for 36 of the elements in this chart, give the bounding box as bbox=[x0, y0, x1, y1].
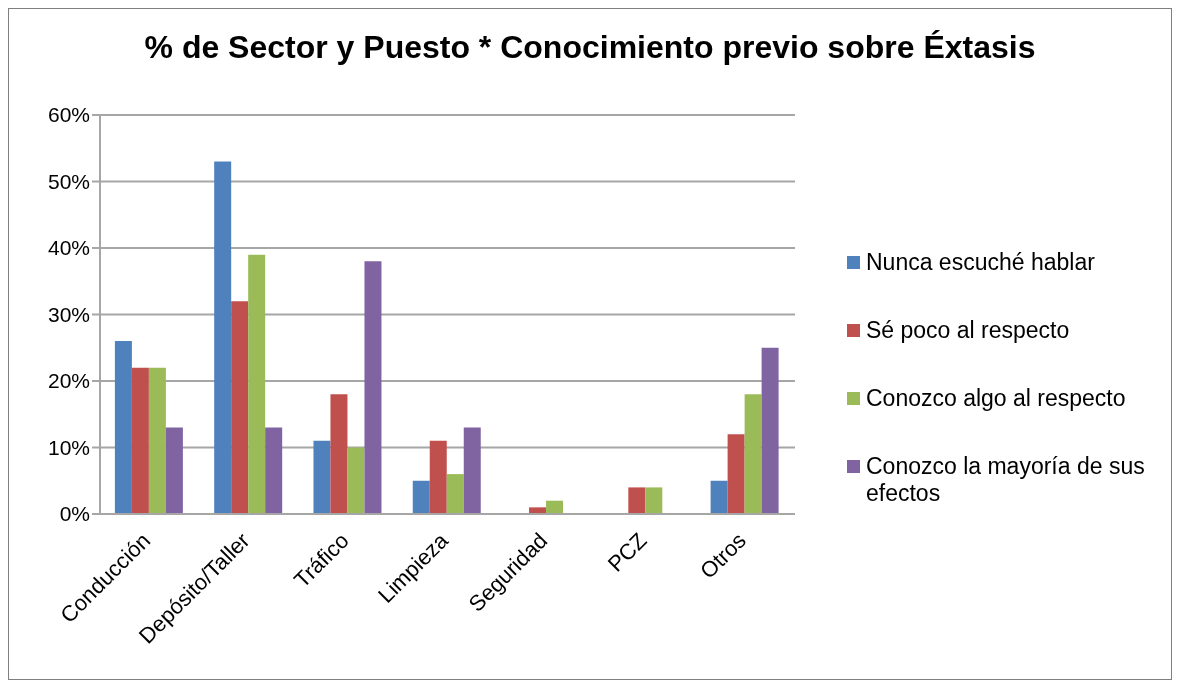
bar bbox=[214, 161, 232, 514]
bar bbox=[463, 427, 481, 514]
y-tick-label: 50% bbox=[47, 169, 90, 193]
y-tick-label: 10% bbox=[47, 435, 90, 459]
bar bbox=[761, 347, 779, 514]
bar bbox=[131, 367, 149, 514]
chart-title: % de Sector y Puesto * Conocimiento previo sobre Éxtasis bbox=[143, 29, 1037, 66]
bar bbox=[412, 480, 430, 514]
bar bbox=[148, 367, 166, 514]
bar bbox=[529, 507, 547, 514]
y-tick-label: 20% bbox=[47, 369, 90, 393]
y-tick-label: 60% bbox=[47, 103, 90, 127]
y-tick-label: 40% bbox=[47, 236, 90, 260]
bar bbox=[265, 427, 283, 514]
legend-label: Sé poco al respecto bbox=[866, 317, 1070, 344]
bar bbox=[710, 480, 728, 514]
legend-label: Conozco la mayoría de sus efectos bbox=[866, 453, 1146, 507]
bar bbox=[546, 500, 564, 514]
bar bbox=[744, 394, 762, 514]
bar bbox=[727, 434, 745, 514]
legend-label: Conozco algo al respecto bbox=[866, 385, 1126, 412]
bar bbox=[446, 474, 464, 514]
bar bbox=[330, 394, 348, 514]
legend-label: Nunca escuché hablar bbox=[866, 249, 1095, 276]
y-tick-label: 30% bbox=[47, 302, 90, 326]
bar bbox=[364, 261, 382, 514]
bar bbox=[429, 440, 447, 514]
bar bbox=[347, 447, 365, 514]
bar bbox=[248, 254, 266, 514]
bar bbox=[628, 487, 646, 514]
bar bbox=[313, 440, 331, 514]
bar bbox=[114, 341, 132, 514]
bar bbox=[165, 427, 183, 514]
bar bbox=[645, 487, 663, 514]
bar bbox=[231, 301, 249, 514]
y-tick-label: 0% bbox=[59, 502, 90, 526]
